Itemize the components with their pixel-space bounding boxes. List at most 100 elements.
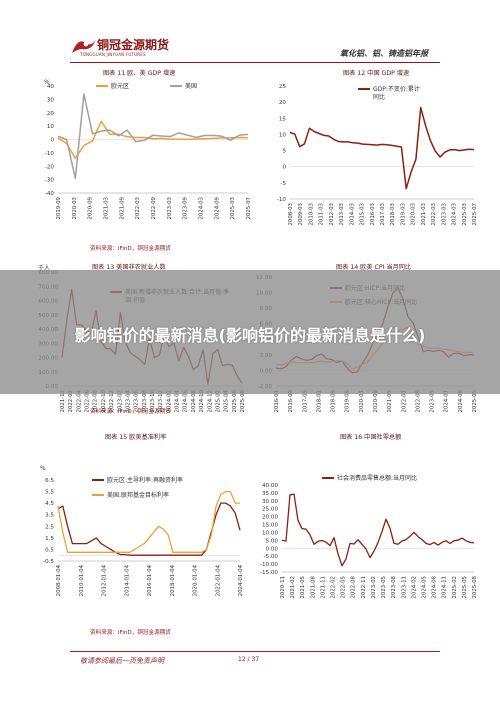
y-tick-label: -5	[280, 181, 286, 187]
x-tick-label: 2023-06	[134, 389, 140, 412]
x-tick-label: 2017-03	[380, 203, 386, 226]
x-tick-label: 2010-01-04	[79, 564, 85, 596]
x-tick-label: 2021-05	[300, 576, 306, 599]
x-tick-label: 2022-12	[109, 390, 115, 413]
y-tick-label: 30	[47, 97, 55, 103]
x-tick-label: 2025-05	[472, 390, 478, 413]
report-title: 氧化铝、铝、铸造铝年报	[340, 48, 428, 58]
x-tick-label: 2024-08	[432, 575, 438, 598]
x-tick-label: 2020-09	[88, 196, 94, 219]
x-tick-label: 2022-02	[331, 576, 337, 599]
x-tick-label: 2021-11	[320, 576, 326, 599]
y-tick-label: 5	[282, 149, 286, 155]
y-tick-label: 4.5	[45, 501, 54, 507]
x-tick-label: 2022-08	[351, 575, 357, 598]
y-tick-label: -10	[277, 197, 287, 203]
x-tick-label: 2008-03	[288, 203, 294, 226]
y-tick-label: 6.5	[45, 478, 54, 484]
x-tick-label: 2023-03	[167, 197, 173, 220]
y-tick-label: 10	[279, 132, 287, 138]
x-tick-label: 2023-12	[158, 390, 164, 413]
x-tick-label: 2012-03	[329, 203, 335, 226]
x-tick-label: 2022-08	[93, 389, 99, 412]
y-tick-label: -40	[45, 191, 55, 197]
series-line	[57, 120, 249, 159]
x-tick-label: 2021-09	[119, 196, 125, 219]
legend-label: 同比	[373, 93, 385, 101]
x-tick-label: 2016-03	[370, 203, 376, 226]
x-tick-label: 2021-08	[310, 575, 316, 598]
x-tick-label: 2014-03	[349, 203, 355, 226]
x-tick-label: 2008-01-04	[56, 564, 62, 596]
y-tick-label: 20	[47, 111, 55, 117]
x-tick-label: 2022-01	[401, 390, 407, 413]
x-tick-label: 2023-04	[125, 389, 131, 412]
x-tick-label: 2022-05	[341, 576, 347, 599]
x-tick-label: 2024-01	[444, 390, 450, 413]
y-tick-label: -0.5	[43, 559, 54, 565]
x-tick-label: 2014-01-04	[124, 564, 130, 596]
x-tick-label: 2024-01-04	[238, 564, 244, 596]
x-tick-label: 2023-08	[391, 575, 397, 598]
source-note-11: 资料来源：iFinD，铜冠金源期货	[90, 246, 171, 252]
axis-unit-label: %	[40, 465, 46, 472]
x-tick-label: 2022-02	[68, 390, 74, 413]
chart-title-12: 图表 12 中国 GDP 增速	[343, 70, 410, 77]
x-tick-label: 2025-02	[452, 576, 458, 599]
x-tick-label: 2024-03	[452, 203, 458, 226]
company-logo-icon	[72, 39, 96, 53]
x-tick-label: 2025-03	[462, 203, 468, 226]
x-tick-label: 2022-03	[135, 197, 141, 220]
x-tick-label: 2022-04	[76, 389, 82, 412]
x-tick-label: 2021-05	[387, 390, 393, 413]
legend-label: 美国	[185, 82, 197, 90]
legend-label: 美国:联邦基金目标利率	[107, 491, 169, 499]
x-tick-label: 2025-07	[246, 197, 252, 220]
x-tick-label: 2020-01	[359, 390, 365, 413]
source-note-13: 资料来源：iFinD，铜冠金源期货	[90, 409, 171, 415]
y-tick-label: 15	[279, 116, 287, 122]
x-tick-label: 2025-08	[240, 389, 246, 412]
x-tick-label: 2024-06	[183, 389, 189, 412]
x-tick-label: 2021-03	[421, 203, 427, 226]
x-tick-label: 2019-05	[345, 390, 351, 413]
x-tick-label: 2016-09	[288, 389, 294, 412]
chart-title-11: 图表 11 欧、美 GDP 增速	[103, 70, 176, 77]
x-tick-label: 2022-10	[101, 389, 107, 412]
x-tick-label: 2024-09	[458, 389, 464, 412]
x-tick-label: 2018-01-04	[170, 564, 176, 596]
x-tick-label: 2013-03	[339, 203, 345, 226]
x-tick-label: 2023-03	[441, 203, 447, 226]
y-tick-label: 20.00	[262, 515, 278, 521]
x-tick-label: 2019-03	[400, 203, 406, 226]
x-tick-label: 2018-09	[331, 389, 337, 412]
series-line	[57, 490, 240, 553]
x-tick-label: 2025-04	[224, 389, 230, 412]
x-tick-label: 2010-03	[308, 203, 314, 226]
x-tick-label: 2012-01-04	[102, 564, 108, 596]
article-headline: 影响铝价的最新消息(影响铝价的最新消息是什么)	[74, 326, 426, 345]
brand-name: 铜冠金源期货	[97, 38, 170, 52]
title-overlay-band	[0, 270, 500, 394]
legend-label: 欧元区:主导利率:再融资利率	[107, 476, 183, 484]
x-tick-label: 2021-02	[290, 576, 296, 599]
x-tick-label: 2024-02	[166, 390, 172, 413]
chart-title-15: 图表 15 欧美基准利率	[105, 434, 167, 441]
y-tick-label: 0.00	[266, 546, 279, 552]
x-tick-label: 2023-11	[401, 576, 407, 599]
x-tick-label: 2024-08	[191, 389, 197, 412]
x-tick-label: 2024-10	[199, 389, 205, 412]
disclaimer-note: 敬请参阅最后一页免责声明	[80, 657, 164, 665]
header-rule	[70, 62, 440, 63]
source-note-15: 资料来源：iFinD，铜冠金源期货	[90, 630, 171, 636]
x-tick-label: 2020-11	[280, 576, 286, 599]
chart-title-14: 图表 14 欧美 CPI 当月同比	[336, 264, 412, 271]
x-tick-label: 2018-01	[316, 390, 322, 413]
axis-unit-label: %	[44, 79, 50, 86]
series-line	[57, 93, 249, 180]
y-tick-label: 2.5	[45, 524, 54, 530]
x-tick-label: 2023-02	[371, 576, 377, 599]
x-tick-label: 2025-08	[472, 575, 478, 598]
x-tick-label: 2017-05	[302, 390, 308, 413]
x-tick-label: 2024-03	[199, 197, 205, 220]
